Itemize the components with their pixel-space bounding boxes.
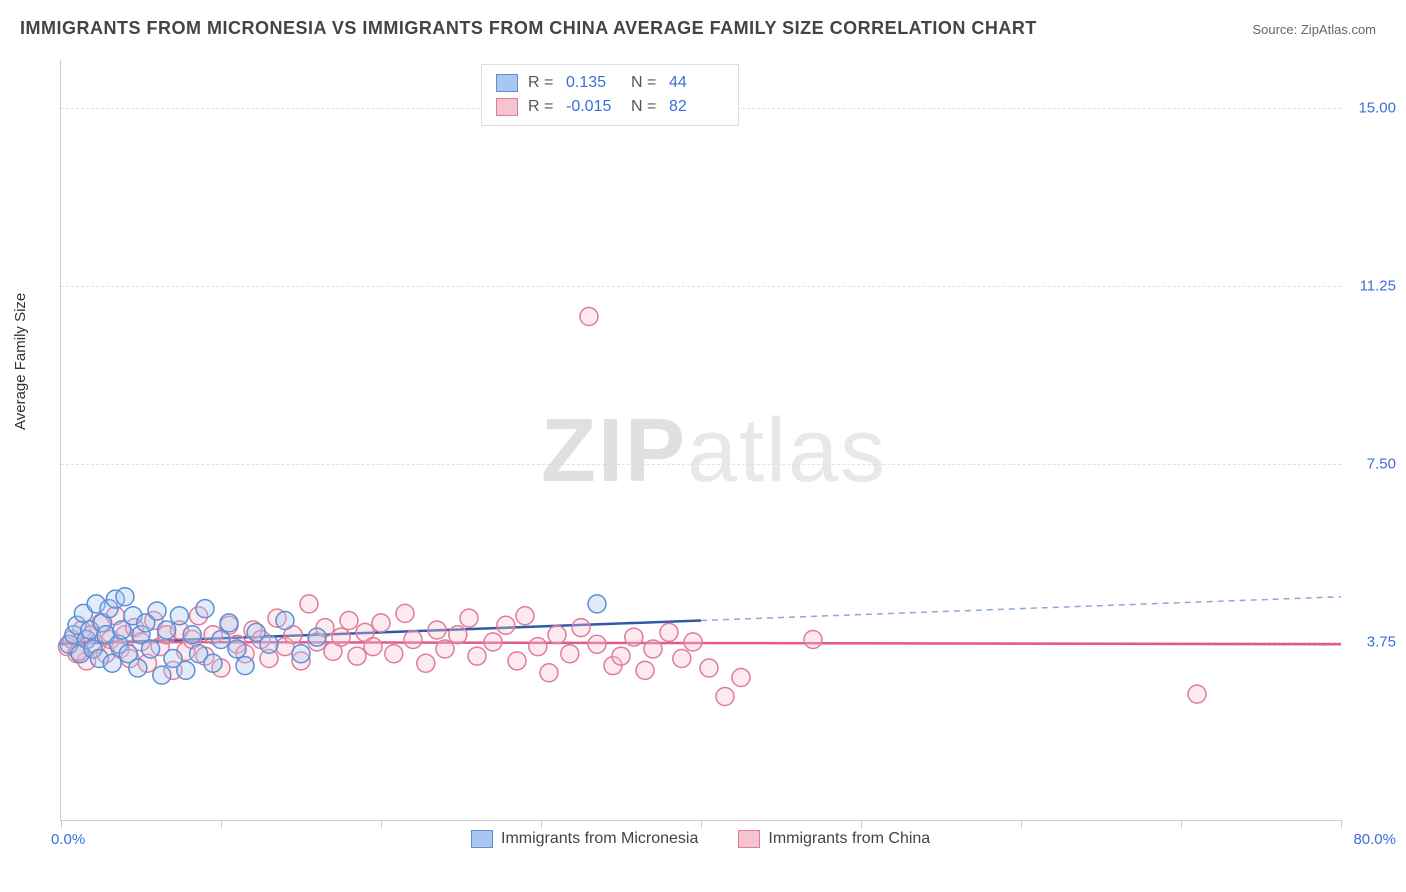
legend-label-china: Immigrants from China xyxy=(768,830,930,848)
n-label: N = xyxy=(631,71,659,95)
r-value-china: -0.015 xyxy=(566,95,621,119)
n-value-china: 82 xyxy=(669,95,724,119)
y-axis-label: Average Family Size xyxy=(12,293,29,430)
r-label: R = xyxy=(528,95,556,119)
n-label: N = xyxy=(631,95,659,119)
legend-label-micronesia: Immigrants from Micronesia xyxy=(501,830,698,848)
swatch-micronesia-icon xyxy=(471,830,493,848)
r-value-micronesia: 0.135 xyxy=(566,71,621,95)
r-label: R = xyxy=(528,71,556,95)
legend-item-china: Immigrants from China xyxy=(738,830,930,848)
swatch-micronesia xyxy=(496,74,518,92)
chart-area: ZIPatlas 3.757.5011.2515.00 R = 0.135 N … xyxy=(60,60,1341,821)
x-axis-max-label: 80.0% xyxy=(1353,831,1396,848)
stats-legend: R = 0.135 N = 44 R = -0.015 N = 82 xyxy=(481,64,739,126)
swatch-china xyxy=(496,98,518,116)
stats-row-china: R = -0.015 N = 82 xyxy=(496,95,724,119)
series-legend: Immigrants from Micronesia Immigrants fr… xyxy=(471,830,930,848)
stats-row-micronesia: R = 0.135 N = 44 xyxy=(496,71,724,95)
chart-title: IMMIGRANTS FROM MICRONESIA VS IMMIGRANTS… xyxy=(20,18,1037,39)
swatch-china-icon xyxy=(738,830,760,848)
n-value-micronesia: 44 xyxy=(669,71,724,95)
x-axis-min-label: 0.0% xyxy=(51,831,85,848)
legend-item-micronesia: Immigrants from Micronesia xyxy=(471,830,698,848)
scatter-plot xyxy=(61,60,1341,820)
source-label: Source: ZipAtlas.com xyxy=(1252,22,1376,37)
